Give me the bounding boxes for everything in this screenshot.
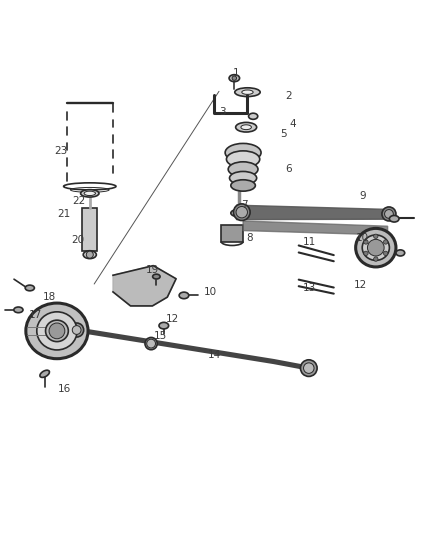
Ellipse shape [46,320,68,342]
Ellipse shape [362,235,389,260]
Ellipse shape [14,307,23,313]
Circle shape [232,76,237,80]
Ellipse shape [382,207,396,221]
Text: 10: 10 [356,232,369,243]
Ellipse shape [159,322,169,329]
Text: 12: 12 [353,280,367,290]
Ellipse shape [396,250,405,256]
Ellipse shape [83,251,96,259]
Polygon shape [243,221,388,235]
Polygon shape [237,205,394,220]
Text: 14: 14 [208,350,221,360]
Ellipse shape [225,143,261,162]
Polygon shape [113,265,176,306]
Ellipse shape [229,75,240,82]
Text: 8: 8 [246,233,253,244]
Ellipse shape [236,123,257,132]
Text: 16: 16 [57,384,71,394]
Ellipse shape [300,360,317,376]
Text: 3: 3 [219,107,226,117]
Ellipse shape [249,113,258,119]
Ellipse shape [179,292,189,298]
Text: 11: 11 [303,237,316,247]
Ellipse shape [40,370,49,377]
Text: 4: 4 [289,119,296,128]
Ellipse shape [84,191,95,196]
Text: 10: 10 [204,287,217,297]
Ellipse shape [231,209,247,217]
Bar [82,208,97,251]
Ellipse shape [26,303,88,359]
Circle shape [364,240,368,244]
Circle shape [374,257,378,261]
Ellipse shape [241,125,251,130]
Text: 22: 22 [72,196,85,206]
Text: 18: 18 [42,292,56,302]
Text: 21: 21 [57,209,71,219]
Text: 23: 23 [54,146,67,156]
Circle shape [367,239,384,256]
Ellipse shape [389,215,399,222]
Circle shape [49,323,65,339]
Text: 1: 1 [233,68,240,78]
Circle shape [374,234,378,238]
Circle shape [384,251,388,255]
Ellipse shape [37,312,77,350]
Ellipse shape [231,180,255,191]
Circle shape [72,326,81,334]
Circle shape [304,363,314,374]
Ellipse shape [356,229,396,267]
Ellipse shape [70,323,84,337]
Ellipse shape [228,162,258,177]
Ellipse shape [230,172,257,184]
Text: 2: 2 [285,91,292,101]
Ellipse shape [242,90,253,94]
Ellipse shape [152,274,160,279]
Circle shape [86,251,93,258]
Text: 7: 7 [241,200,248,210]
Circle shape [364,251,368,255]
Text: 13: 13 [303,284,316,293]
Ellipse shape [145,337,157,350]
Text: 20: 20 [71,235,85,245]
Circle shape [147,339,155,348]
Ellipse shape [226,151,260,167]
Ellipse shape [233,204,250,221]
Circle shape [384,240,388,244]
Text: 15: 15 [154,330,167,341]
Text: 5: 5 [280,129,287,139]
Bar [221,225,243,241]
Circle shape [385,209,393,219]
Text: 17: 17 [29,310,42,320]
Text: 6: 6 [285,164,292,174]
Text: 9: 9 [359,191,366,201]
Ellipse shape [81,190,99,197]
Ellipse shape [235,88,260,96]
Circle shape [236,206,247,218]
Text: 19: 19 [146,265,159,275]
Text: 12: 12 [166,314,179,324]
Ellipse shape [25,285,34,291]
